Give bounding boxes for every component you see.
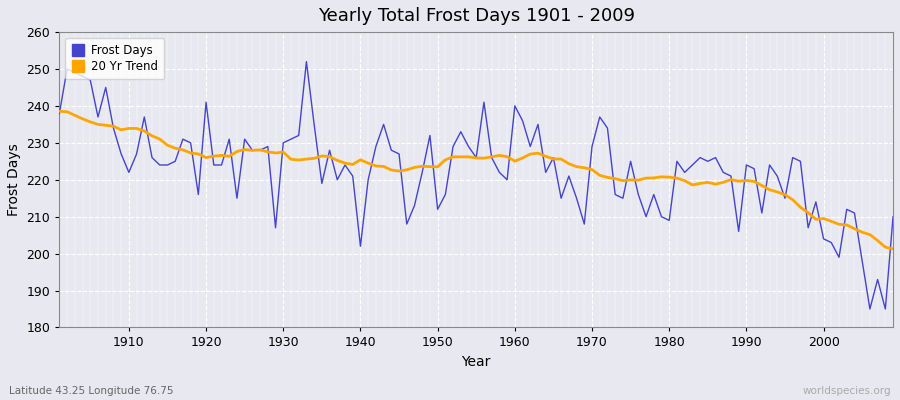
Frost Days	[865, 307, 876, 312]
Frost Days	[54, 111, 65, 116]
Frost Days	[339, 162, 350, 167]
X-axis label: Year: Year	[462, 355, 490, 369]
20 Yr Trend	[54, 109, 65, 114]
Title: Yearly Total Frost Days 1901 - 2009: Yearly Total Frost Days 1901 - 2009	[318, 7, 634, 25]
20 Yr Trend	[887, 246, 898, 251]
Text: worldspecies.org: worldspecies.org	[803, 386, 891, 396]
Frost Days	[285, 137, 296, 142]
20 Yr Trend	[501, 154, 512, 159]
20 Yr Trend	[332, 158, 343, 163]
20 Yr Trend	[285, 157, 296, 162]
20 Yr Trend	[116, 128, 127, 132]
Text: Latitude 43.25 Longitude 76.75: Latitude 43.25 Longitude 76.75	[9, 386, 174, 396]
Legend: Frost Days, 20 Yr Trend: Frost Days, 20 Yr Trend	[66, 38, 164, 79]
Frost Days	[518, 118, 528, 123]
Line: Frost Days: Frost Days	[59, 62, 893, 309]
Frost Days	[610, 192, 621, 197]
Frost Days	[116, 152, 127, 156]
Line: 20 Yr Trend: 20 Yr Trend	[59, 111, 893, 249]
Frost Days	[301, 59, 311, 64]
Frost Days	[887, 214, 898, 219]
Frost Days	[509, 104, 520, 108]
Y-axis label: Frost Days: Frost Days	[7, 143, 21, 216]
20 Yr Trend	[509, 159, 520, 164]
20 Yr Trend	[602, 175, 613, 180]
